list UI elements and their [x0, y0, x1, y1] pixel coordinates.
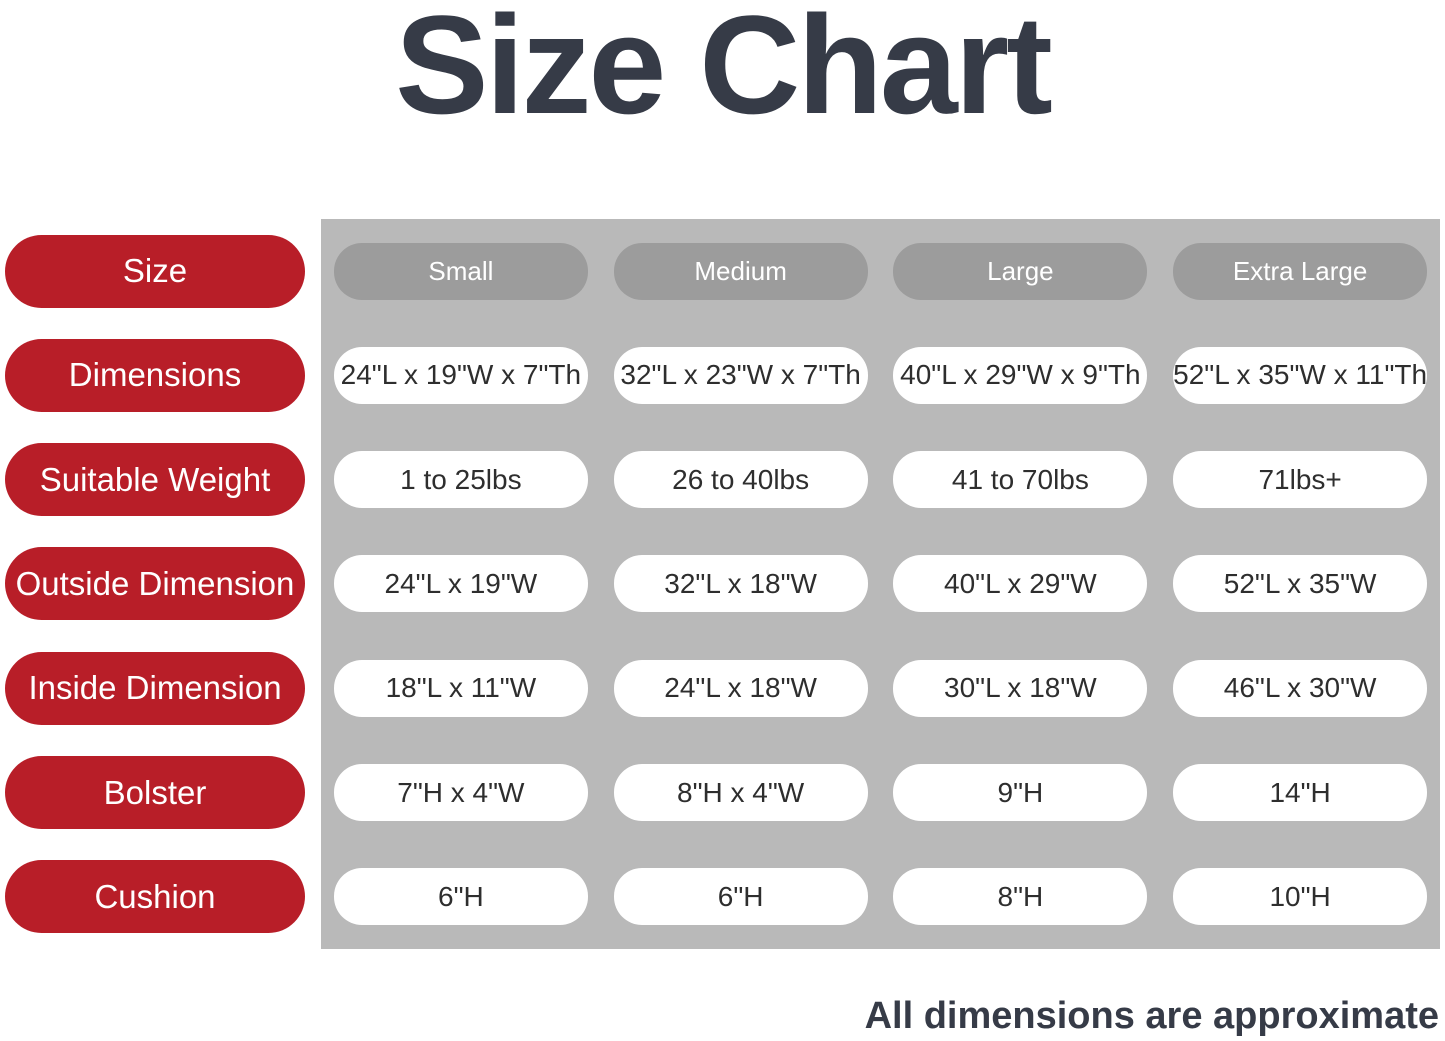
row-label-size: Size	[5, 234, 305, 308]
cell-cushion-small: 6"H	[333, 868, 588, 926]
column-header-small: Small	[333, 242, 588, 300]
row-label-dimensions: Dimensions	[5, 338, 305, 412]
cell-bolster-extra-large: 14"H	[1173, 764, 1428, 822]
cell-inside-medium: 24"L x 18"W	[613, 659, 868, 717]
cell-cushion-medium: 6"H	[613, 868, 868, 926]
column-header-extra-large: Extra Large	[1173, 242, 1428, 300]
column-header-large: Large	[893, 242, 1148, 300]
size-table: Size Small Medium Large Extra Large Dime…	[0, 219, 1445, 949]
cell-outside-small: 24"L x 19"W	[333, 555, 588, 613]
row-label-outside-dimension: Outside Dimension	[5, 547, 305, 621]
cell-weight-large: 41 to 70lbs	[893, 451, 1148, 509]
cell-cushion-extra-large: 10"H	[1173, 868, 1428, 926]
cell-outside-large: 40"L x 29"W	[893, 555, 1148, 613]
row-label-suitable-weight: Suitable Weight	[5, 443, 305, 517]
cell-inside-small: 18"L x 11"W	[333, 659, 588, 717]
cell-weight-medium: 26 to 40lbs	[613, 451, 868, 509]
cell-cushion-large: 8"H	[893, 868, 1148, 926]
row-label-inside-dimension: Inside Dimension	[5, 651, 305, 725]
cell-dimensions-medium: 32"L x 23"W x 7"Th	[613, 346, 868, 404]
cell-weight-small: 1 to 25lbs	[333, 451, 588, 509]
size-table-grid: Size Small Medium Large Extra Large Dime…	[0, 219, 1440, 949]
cell-outside-extra-large: 52"L x 35"W	[1173, 555, 1428, 613]
row-label-cushion: Cushion	[5, 860, 305, 934]
cell-inside-extra-large: 46"L x 30"W	[1173, 659, 1428, 717]
page-title: Size Chart	[395, 0, 1053, 143]
dimensions-disclaimer: All dimensions are approximate	[864, 995, 1439, 1037]
cell-bolster-medium: 8"H x 4"W	[613, 764, 868, 822]
cell-weight-extra-large: 71lbs+	[1173, 451, 1428, 509]
cell-dimensions-extra-large: 52"L x 35"W x 11"Th	[1173, 346, 1428, 404]
cell-bolster-small: 7"H x 4"W	[333, 764, 588, 822]
cell-bolster-large: 9"H	[893, 764, 1148, 822]
cell-outside-medium: 32"L x 18"W	[613, 555, 868, 613]
cell-dimensions-large: 40"L x 29"W x 9"Th	[893, 346, 1148, 404]
cell-inside-large: 30"L x 18"W	[893, 659, 1148, 717]
column-header-medium: Medium	[613, 242, 868, 300]
cell-dimensions-small: 24"L x 19"W x 7"Th	[333, 346, 588, 404]
row-label-bolster: Bolster	[5, 756, 305, 830]
